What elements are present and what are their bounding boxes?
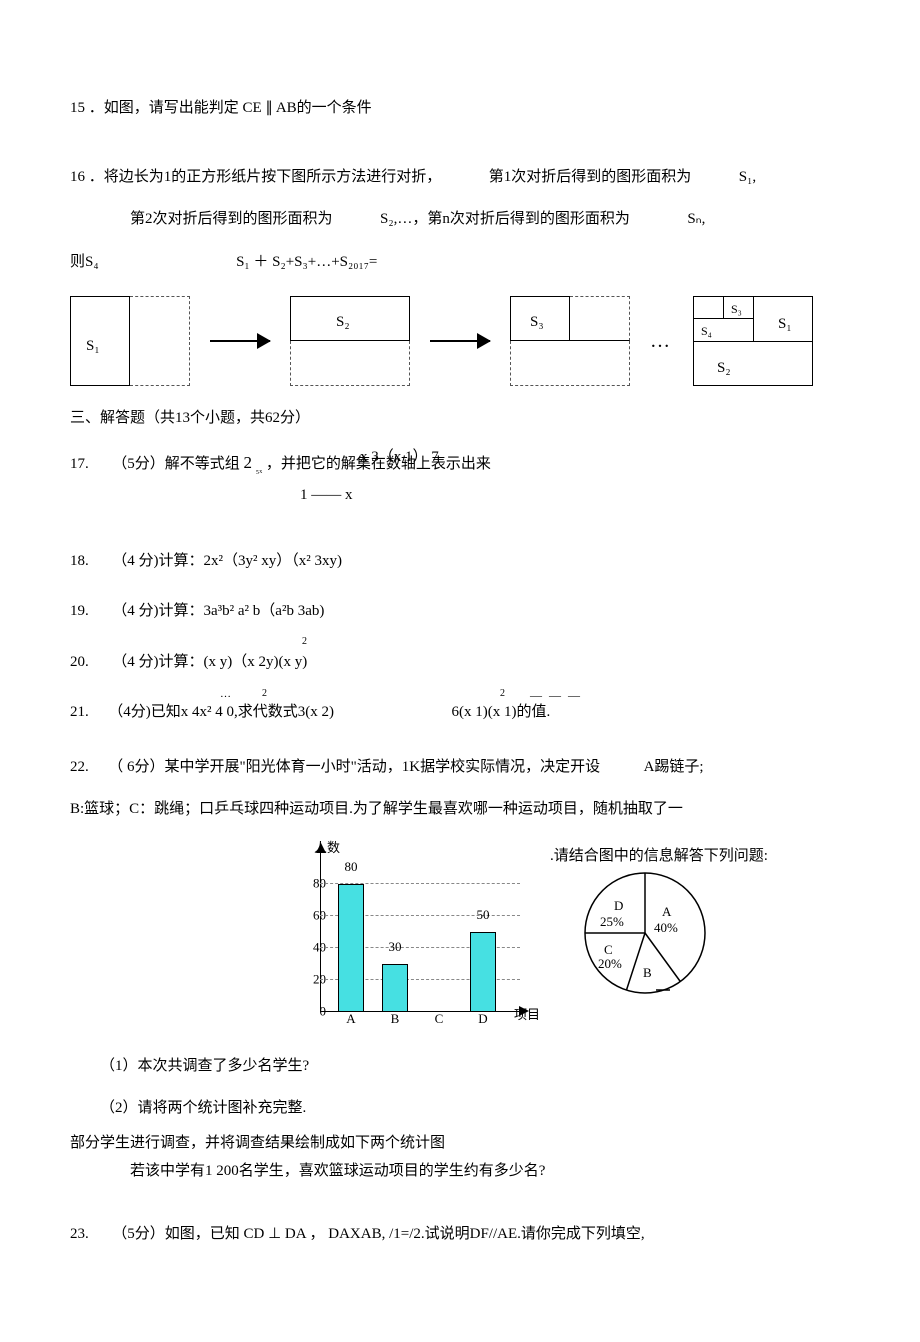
pie-B: B bbox=[643, 961, 652, 986]
q21-number: 21. bbox=[70, 704, 89, 720]
fold1-label: S₁ bbox=[86, 332, 100, 361]
section-3-header: 三、解答题（共13个小题，共62分） bbox=[70, 404, 850, 433]
fold4-s2: S₂ bbox=[717, 354, 731, 383]
question-16-line3: 则S₄ S₁ ＋ S₂+S₃+…+S₂₀₁₇= bbox=[70, 248, 850, 277]
q23-text: （5分）如图，已知 CD ⊥ DA ， DAXAB, /1=/2.试说明DF//… bbox=[112, 1226, 644, 1242]
question-21: 21. （4分)已知x 4x² 4 0,求代数式3(x 2) 6(x 1)(x … bbox=[70, 698, 850, 727]
q16-s2: S₂,…，第n次对折后得到的图形面积为 bbox=[380, 211, 630, 227]
fold-dots: … bbox=[650, 322, 673, 360]
q17-two: 2 bbox=[244, 453, 253, 472]
question-23: 23. （5分）如图，已知 CD ⊥ DA ， DAXAB, /1=/2.试说明… bbox=[70, 1220, 850, 1249]
ytick-40: 40 bbox=[313, 935, 326, 960]
fold4-s4: S₄ bbox=[701, 320, 712, 343]
q17-eq-top: x 3（x 1） 7 bbox=[360, 443, 439, 472]
q16-text-a: ．将边长为1的正方形纸片按下图所示方法进行对折， bbox=[89, 169, 442, 185]
q22-extra: 部分学生进行调查，并将调查结果绘制成如下两个统计图 bbox=[70, 1129, 850, 1158]
q23-number: 23. bbox=[70, 1226, 89, 1242]
q21-sup1: 2 bbox=[262, 684, 267, 703]
barlbl-B: B bbox=[391, 1007, 400, 1032]
q21-dash: — — — bbox=[530, 684, 582, 707]
q16-number: 16 bbox=[70, 169, 85, 185]
pie-chart: A 40% B C 20% D 25% bbox=[570, 858, 720, 1008]
pie-Apct: 40% bbox=[654, 916, 678, 941]
q22-sub3: 若该中学有1 200名学生，喜欢篮球运动项目的学生约有多少名? bbox=[130, 1157, 850, 1186]
q20-number: 20. bbox=[70, 654, 89, 670]
q16-text-d: 则S₄ bbox=[70, 254, 99, 270]
pie-Cpct: 20% bbox=[598, 952, 622, 977]
q15-number: 15 bbox=[70, 100, 85, 116]
barlbl-D: D bbox=[478, 1007, 487, 1032]
bar-A bbox=[338, 884, 364, 1012]
folding-diagram: S₁ S₂ S₃ … S₃ S₄ S₁ S₂ bbox=[70, 296, 850, 386]
question-16-line2: 第2次对折后得到的图形面积为 S₂,…，第n次对折后得到的图形面积为 Sₙ, bbox=[70, 205, 850, 234]
fold3-label: S₃ bbox=[530, 308, 544, 337]
ytick-20: 20 bbox=[313, 967, 326, 992]
ytick-0: 0 bbox=[320, 999, 327, 1024]
fold4-s3: S₃ bbox=[731, 298, 742, 321]
q16-text-c: 第2次对折后得到的图形面积为 bbox=[130, 211, 333, 227]
pie-Dpct: 25% bbox=[600, 910, 624, 935]
ytick-80: 80 bbox=[313, 871, 326, 896]
q22-number: 22. bbox=[70, 759, 89, 775]
bar-xlabel: 项目 bbox=[514, 1003, 540, 1028]
ytick-60: 60 bbox=[313, 903, 326, 928]
barlbl-C: C bbox=[435, 1007, 444, 1032]
question-16-line1: 16 ．将边长为1的正方形纸片按下图所示方法进行对折， 第1次对折后得到的图形面… bbox=[70, 163, 850, 192]
q22-text-c: B:篮球；C：跳绳；口乒乓球四种运动项目.为了解学生最喜欢哪一种运动项目，随机抽… bbox=[70, 801, 683, 817]
q21-dots: … bbox=[220, 684, 231, 705]
q20-sup: 2 bbox=[302, 632, 307, 651]
arrow-icon bbox=[430, 340, 490, 342]
question-18: 18. （4 分)计算：2x²（3y² xy）（x² 3xy) bbox=[70, 547, 850, 576]
q22-sub2: （2）请将两个统计图补充完整. bbox=[100, 1094, 850, 1123]
q21-sup2: 2 bbox=[500, 684, 505, 703]
question-19: 19. （4 分)计算：3a³b² a² b（a²b 3ab) bbox=[70, 597, 850, 626]
q15-text: ．如图，请写出能判定 CE ∥ AB的一个条件 bbox=[89, 100, 372, 116]
q17-5x: ₅ₓ bbox=[256, 464, 262, 475]
q16-s1: S₁, bbox=[739, 169, 756, 185]
q22-sub1: （1）本次共调查了多少名学生? bbox=[100, 1052, 850, 1081]
question-17: 17. （5分）解不等式组 2 ₅ₓ ，并把它的解集在数轴上表示出来 bbox=[70, 447, 850, 479]
q16-sum: S₁ ＋ S₂+S₃+…+S₂₀₁₇= bbox=[236, 254, 377, 270]
fold4-s1: S₁ bbox=[778, 310, 792, 339]
fold2-label: S₂ bbox=[336, 308, 350, 337]
barval-D: 50 bbox=[477, 903, 490, 928]
question-22-line1: 22. （ 6分）某中学开展"阳光体育一小时"活动，1K据学校实际情况，决定开设… bbox=[70, 753, 850, 782]
q18-number: 18. bbox=[70, 553, 89, 569]
q16-sn: Sₙ, bbox=[687, 211, 705, 227]
q22-text-a: （ 6分）某中学开展"阳光体育一小时"活动，1K据学校实际情况，决定开设 bbox=[108, 759, 600, 775]
barval-B: 30 bbox=[389, 935, 402, 960]
barval-A: 80 bbox=[345, 855, 358, 880]
arrow-icon bbox=[210, 340, 270, 342]
bar-D bbox=[470, 932, 496, 1012]
q21-a: （4分)已知x 4x² 4 0,求代数式3(x 2) bbox=[108, 704, 334, 720]
question-22-line2: B:篮球；C：跳绳；口乒乓球四种运动项目.为了解学生最喜欢哪一种运动项目，随机抽… bbox=[70, 795, 850, 824]
barlbl-A: A bbox=[346, 1007, 355, 1032]
q16-text-b: 第1次对折后得到的图形面积为 bbox=[489, 169, 692, 185]
q22-text-b: A踢链子; bbox=[644, 759, 704, 775]
q19-text: （4 分)计算：3a³b² a² b（a²b 3ab) bbox=[112, 603, 324, 619]
q20-text: （4 分)计算：(x y)（x 2y)(x y) bbox=[112, 654, 307, 670]
q17-pts: （5分）解不等式组 bbox=[112, 456, 240, 472]
q17-eq-bot: 1 —— x bbox=[300, 481, 353, 510]
q18-text: （4 分)计算：2x²（3y² xy）（x² 3xy) bbox=[112, 553, 342, 569]
bar-chart: 人数 0 20 40 60 80 80 30 50 A B C D 项目 bbox=[270, 838, 530, 1038]
q19-number: 19. bbox=[70, 603, 89, 619]
bar-B bbox=[382, 964, 408, 1012]
q17-number: 17. bbox=[70, 456, 89, 472]
question-15: 15 ．如图，请写出能判定 CE ∥ AB的一个条件 bbox=[70, 94, 850, 123]
question-20: 20. （4 分)计算：(x y)（x 2y)(x y) 2 bbox=[70, 648, 850, 677]
